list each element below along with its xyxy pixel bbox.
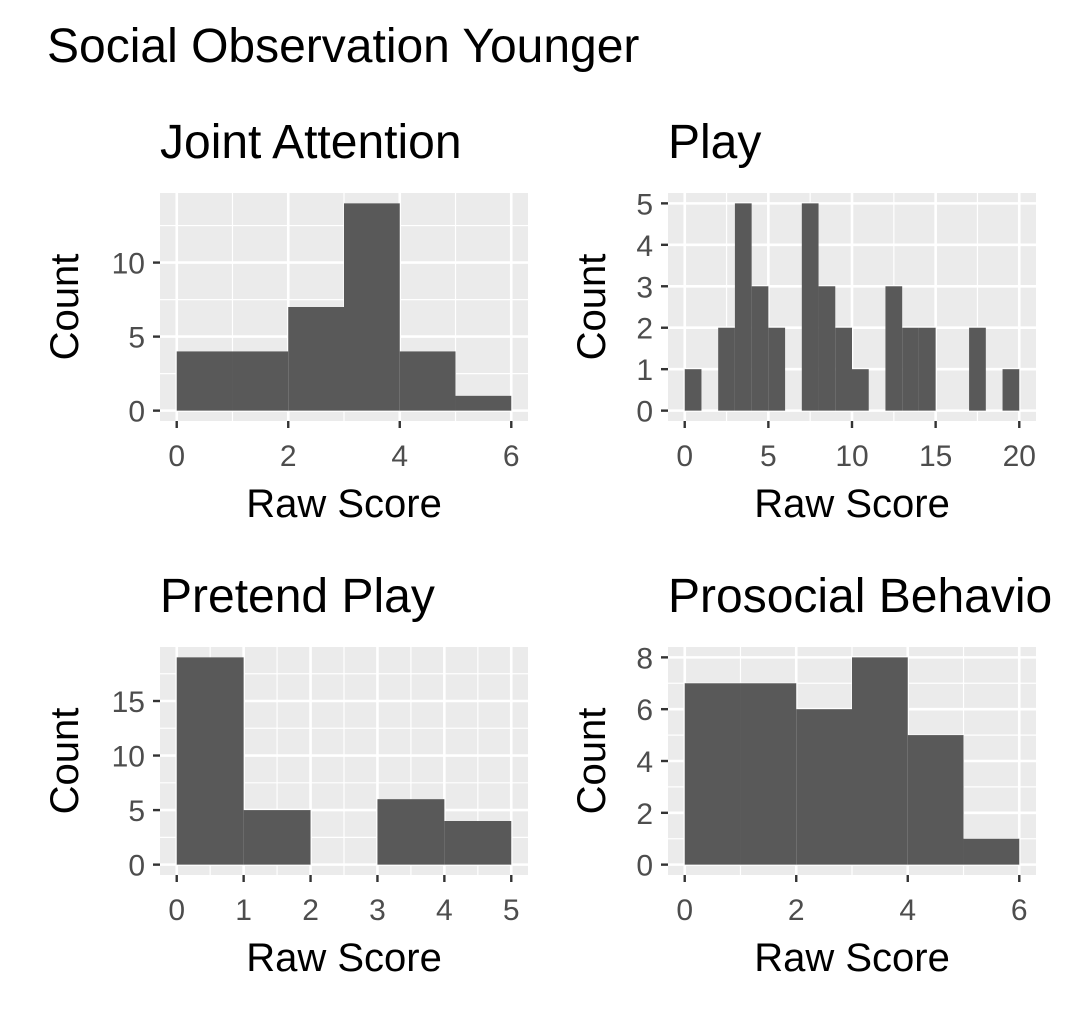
histogram-bar: 4–5: 5 xyxy=(907,735,964,865)
panel-title: Play xyxy=(668,116,761,169)
y-tick-label: 15 xyxy=(112,686,145,719)
histogram-bar: 5–6: 1 xyxy=(455,395,512,411)
histogram-bar: 3–4: 8 xyxy=(852,657,908,865)
y-tick-label: 0 xyxy=(128,850,145,883)
x-tick-label: 20 xyxy=(1003,440,1036,473)
x-axis-label: Raw Score xyxy=(246,482,442,526)
histogram-bar: 19–20: 1 xyxy=(1002,369,1020,411)
histogram-bar: 10–11: 1 xyxy=(852,369,869,411)
y-tick-label: 2 xyxy=(636,313,653,346)
histogram-bar: 0–1: 7 xyxy=(684,683,741,865)
histogram-bar: 3–4: 5 xyxy=(734,203,752,411)
panel-2: 0–1: 1 2–3: 23–4: 54–5: 35–6: 2 7–8: 58–9:… xyxy=(570,116,1036,526)
histogram-bar: 14–15: 2 xyxy=(918,327,936,411)
y-axis-label: Count xyxy=(570,708,614,815)
histogram-bar: 0–1: 19 xyxy=(176,657,244,865)
panel-1: 0–1: 41–2: 42–3: 73–4: 144–5: 45–6: 1 0 2 4… xyxy=(43,116,528,526)
x-tick-label: 3 xyxy=(369,894,386,927)
histogram-bar: 5–6: 1 xyxy=(963,838,1020,865)
x-tick-label: 2 xyxy=(302,894,319,927)
y-axis-label: Count xyxy=(43,708,87,815)
x-tick-label: 0 xyxy=(168,894,185,927)
panel-title: Prosocial Behavio xyxy=(668,570,1052,623)
y-tick-label: 10 xyxy=(112,248,145,281)
x-tick-label: 1 xyxy=(235,894,252,927)
x-tick-label: 6 xyxy=(1011,894,1028,927)
y-tick-label: 6 xyxy=(636,694,653,727)
y-tick-label: 3 xyxy=(636,271,653,304)
histogram-bar: 2–3: 2 xyxy=(718,327,735,411)
histogram-bar: 1–2: 4 xyxy=(232,351,289,411)
x-tick-label: 4 xyxy=(391,440,408,473)
histogram-bar: 12–13: 3 xyxy=(885,286,903,411)
x-tick-label: 2 xyxy=(788,894,805,927)
histogram-bar: 4–5: 4 xyxy=(399,351,456,411)
x-tick-label: 0 xyxy=(676,894,693,927)
y-tick-label: 2 xyxy=(636,798,653,831)
histogram-bar: 8–9: 3 xyxy=(818,286,836,411)
y-axis-label: Count xyxy=(43,254,87,361)
x-axis-label: Raw Score xyxy=(246,936,442,980)
y-tick-label: 0 xyxy=(128,396,145,429)
panel-title: Pretend Play xyxy=(160,570,435,623)
y-tick-label: 0 xyxy=(636,396,653,429)
x-axis-label: Raw Score xyxy=(754,482,950,526)
histogram-bar: 2–3: 7 xyxy=(288,307,344,411)
histogram-bar: 1–2: 5 xyxy=(243,810,311,865)
x-tick-label: 0 xyxy=(676,440,693,473)
y-axis-label: Count xyxy=(570,254,614,361)
y-tick-label: 0 xyxy=(636,850,653,883)
histogram-bar: 13–14: 2 xyxy=(902,327,919,411)
y-tick-label: 5 xyxy=(128,795,145,828)
histogram-bar: 3–4: 14 xyxy=(344,203,400,411)
y-tick-label: 1 xyxy=(636,354,653,387)
histogram-bar: 9–10: 2 xyxy=(835,327,852,411)
y-tick-label: 4 xyxy=(636,230,653,263)
x-tick-label: 0 xyxy=(168,440,185,473)
y-tick-label: 4 xyxy=(636,746,653,779)
histogram-bar: 2–3: 6 xyxy=(796,709,852,865)
x-tick-label: 4 xyxy=(436,894,453,927)
histogram-bar: 1–2: 7 xyxy=(740,683,797,865)
histogram-bar: 0–1: 4 xyxy=(176,351,233,411)
y-tick-label: 5 xyxy=(128,322,145,355)
histogram-bar: 5–6: 2 xyxy=(768,327,786,411)
histogram-bar: 7–8: 5 xyxy=(801,203,819,411)
x-tick-label: 6 xyxy=(503,440,520,473)
x-tick-label: 2 xyxy=(280,440,297,473)
histogram-bar: 17–18: 2 xyxy=(969,327,986,411)
histogram-bar: 3–4: 6 xyxy=(377,799,445,865)
panel-3: 0–1: 191–2: 5 3–4: 64–5: 4 0 1 2 3 4 5 0 5 10 15 Pre… xyxy=(43,570,528,980)
y-tick-label: 10 xyxy=(112,741,145,774)
x-tick-label: 4 xyxy=(899,894,916,927)
histogram-bar: 0–1: 1 xyxy=(684,369,702,411)
y-tick-label: 5 xyxy=(636,188,653,221)
panel-4: 0–1: 71–2: 72–3: 63–4: 84–5: 55–6: 1 0 2 4 6… xyxy=(570,570,1052,980)
x-tick-label: 5 xyxy=(503,894,520,927)
histogram-bar: 4–5: 3 xyxy=(751,286,769,411)
y-tick-label: 8 xyxy=(636,642,653,675)
figure-title: Social Observation Younger xyxy=(47,20,639,73)
histogram-bar: 4–5: 4 xyxy=(444,821,512,865)
panel-title: Joint Attention xyxy=(160,116,462,169)
x-axis-label: Raw Score xyxy=(754,936,950,980)
x-tick-label: 15 xyxy=(919,440,952,473)
x-tick-label: 5 xyxy=(760,440,777,473)
x-tick-label: 10 xyxy=(835,440,868,473)
